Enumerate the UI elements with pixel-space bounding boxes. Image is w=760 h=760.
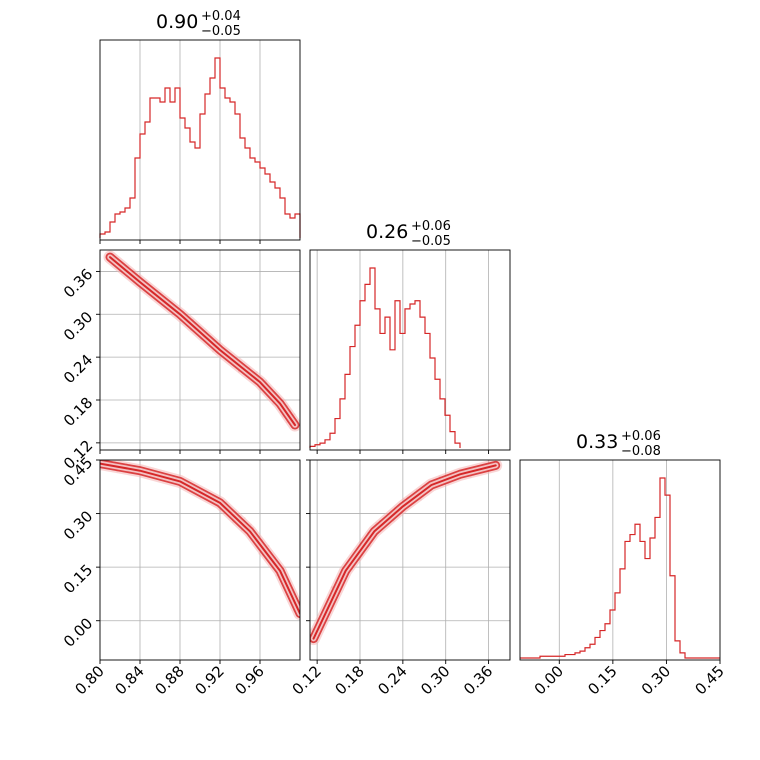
x-tick-label-p1: 0.24 (374, 662, 410, 698)
pair-1-2-layer (310, 460, 503, 646)
hist-0-title-plus: +0.04 (201, 9, 241, 24)
pair-0-2-contour-inner (100, 462, 300, 615)
pair-0-2-sample (302, 615, 304, 617)
x-tick-label-p2: 0.00 (531, 662, 567, 698)
x-tick-label-p0: 0.96 (231, 662, 267, 698)
x-tick-label-p1: 0.36 (460, 662, 496, 698)
pair-0-1-frame (99, 249, 301, 451)
x-tick-label-p0: 0.84 (111, 662, 147, 698)
y-tick-label-p2: 0.30 (60, 507, 96, 543)
x-tick-label-p1: 0.30 (417, 662, 453, 698)
hist-1-title-plus: +0.06 (411, 219, 451, 234)
hist-2-title-minus: −0.08 (621, 444, 661, 459)
hist-0-title-value: 0.90 (156, 11, 198, 33)
x-tick-label-p2: 0.15 (584, 662, 620, 698)
pair-0-1-contour-inner (109, 256, 296, 426)
hist-1-step (309, 267, 461, 448)
hist-1-title-minus: −0.05 (411, 234, 451, 249)
pair-0-1-layer (103, 250, 300, 432)
pair-1-2-band-inner (310, 462, 499, 642)
y-tick-label-p2: 0.00 (60, 614, 96, 650)
y-tick-label-p1: 0.18 (60, 394, 96, 430)
hist-0-step (99, 57, 301, 238)
hist-0-frame (99, 39, 301, 241)
x-tick-label-p1: 0.12 (289, 662, 325, 698)
pair-1-2-contour-inner (312, 464, 497, 640)
pair-1-2-frame (309, 459, 511, 661)
x-tick-label-p0: 0.92 (191, 662, 227, 698)
pair-0-2-band-outer (100, 460, 300, 621)
hist-2-step (520, 477, 720, 659)
x-tick-label-p0: 0.88 (151, 662, 187, 698)
y-tick-label-p1: 0.24 (60, 351, 96, 387)
x-tick-label-p2: 0.30 (638, 662, 674, 698)
x-tick-label-p0: 0.80 (71, 662, 107, 698)
hist-2-frame (519, 459, 721, 661)
pair-1-2-band-outer (310, 460, 503, 646)
x-tick-label-p2: 0.45 (691, 662, 727, 698)
pair-0-2-layer (100, 460, 304, 621)
pair-1-2-contour-outer (310, 460, 501, 644)
pair-0-2-frame (99, 459, 301, 661)
y-tick-label-p1: 0.36 (60, 265, 96, 301)
hist-1-title-value: 0.26 (366, 221, 408, 243)
hist-1-frame (309, 249, 511, 451)
hist-0-title-minus: −0.05 (201, 24, 241, 39)
hist-2-title-plus: +0.06 (621, 429, 661, 444)
x-tick-label-p1: 0.18 (331, 662, 367, 698)
y-tick-label-p1: 0.30 (60, 308, 96, 344)
hist-2-title-value: 0.33 (576, 431, 618, 453)
y-tick-label-p2: 0.15 (60, 561, 96, 597)
